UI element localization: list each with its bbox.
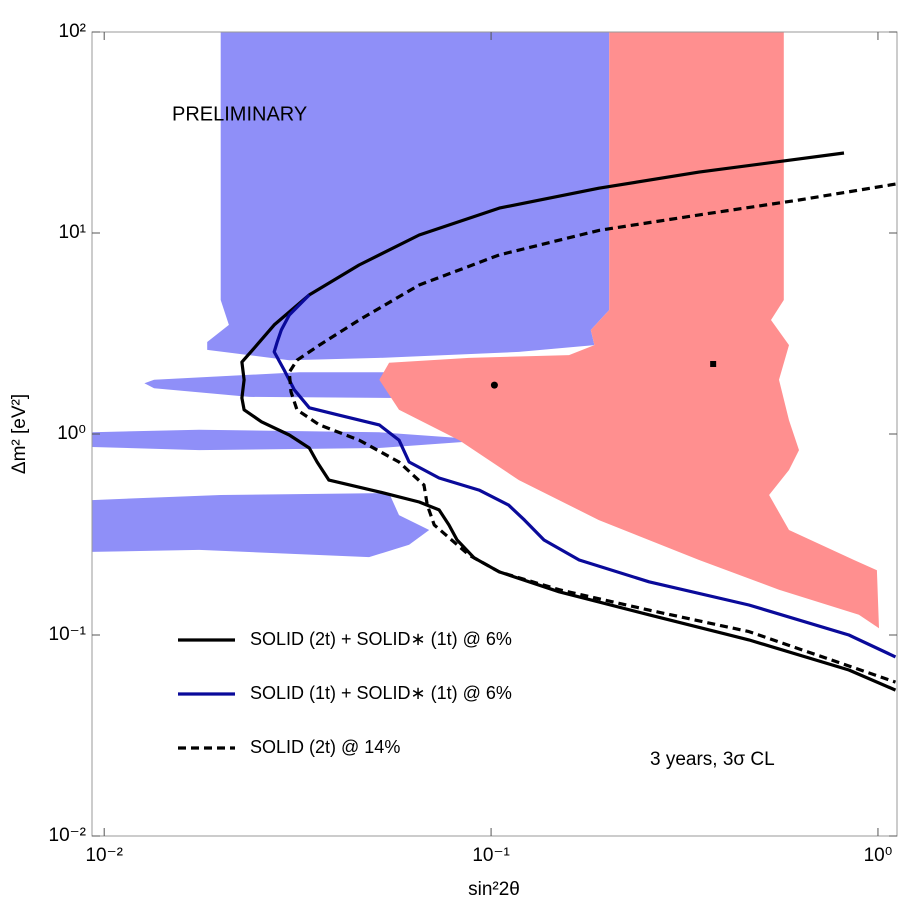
y-tick-label: 10⁻¹ [49, 624, 87, 645]
legend-label: SOLID (2t) + SOLID∗ (1t) @ 6% [250, 629, 512, 649]
y-tick-label: 10⁻² [49, 825, 87, 846]
y-tick-label: 10¹ [59, 222, 86, 243]
legend-label: SOLID (2t) @ 14% [250, 737, 400, 757]
y-tick-label: 10² [59, 21, 86, 42]
point [490, 381, 498, 389]
region [92, 429, 489, 451]
region [207, 32, 610, 361]
y-axis-label: Δm² [eV²] [9, 394, 30, 474]
region [379, 32, 879, 629]
x-axis-label: sin²2θ [468, 879, 520, 900]
legend-label: SOLID (1t) + SOLID∗ (1t) @ 6% [250, 683, 512, 703]
point [710, 360, 717, 367]
x-tick-label: 10⁻¹ [472, 845, 510, 866]
series-line [287, 182, 897, 684]
region [92, 493, 430, 558]
x-tick-label: 10⁻² [85, 845, 123, 866]
annotation: PRELIMINARY [172, 103, 307, 125]
series-line [272, 293, 897, 659]
plot-area [92, 32, 897, 692]
y-tick-label: 10⁰ [57, 423, 86, 444]
annotation: 3 years, 3σ CL [650, 749, 775, 770]
x-tick-label: 10⁰ [864, 845, 893, 866]
